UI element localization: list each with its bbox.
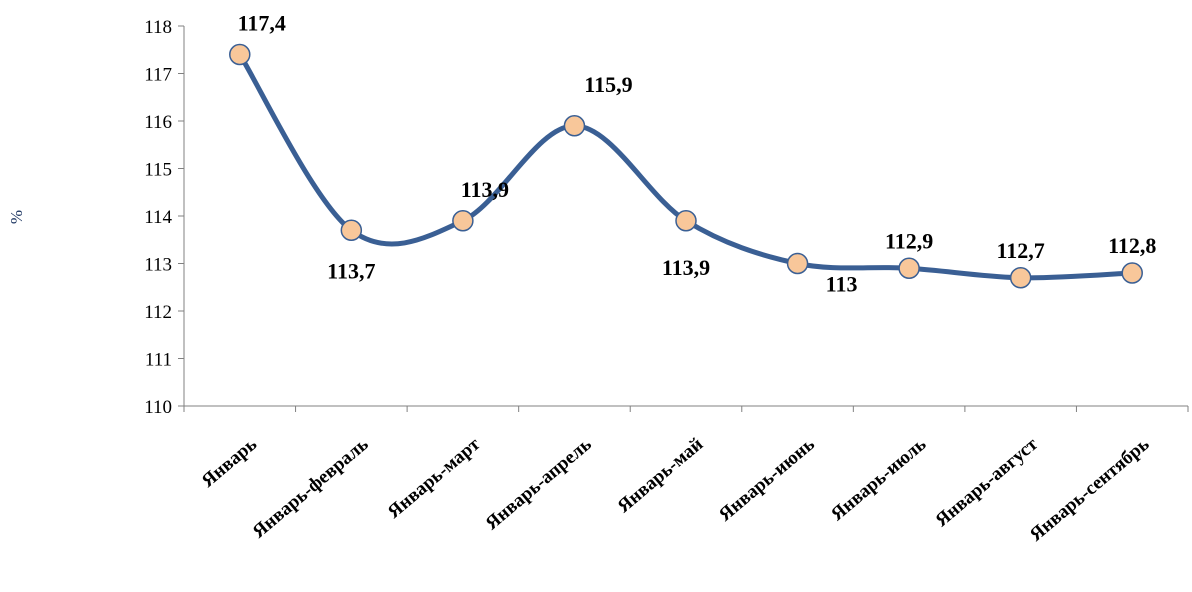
x-tick-label: Январь-март (384, 433, 485, 522)
data-point (563, 115, 586, 137)
data-labels: 117,4 113,7 113,9 115,9 113,9 113 112,9 112,7 11… (238, 11, 1157, 297)
x-tick-label: Январь-апрель (482, 434, 596, 534)
data-label: 112,9 (885, 228, 933, 253)
data-point (229, 43, 251, 66)
data-point (675, 210, 697, 232)
y-tick-label: 111 (145, 350, 172, 371)
data-point (898, 257, 920, 279)
y-tick-label: 114 (144, 207, 172, 228)
data-label: 113 (826, 272, 858, 297)
y-axis: 110 111 112 113 114 115 116 117 118 (144, 17, 185, 418)
data-label: 113,7 (327, 258, 375, 283)
x-tick-label: Январь-июль (827, 434, 930, 525)
y-tick-label: 113 (144, 255, 172, 276)
y-tick-label: 118 (144, 17, 172, 38)
y-axis-label: % (7, 210, 26, 224)
data-markers (229, 43, 1143, 289)
x-tick-label: Январь-сентябрь (1026, 434, 1154, 546)
x-tick-label: Январь-июнь (715, 434, 819, 526)
data-point (1121, 262, 1143, 284)
data-label: 117,4 (238, 11, 286, 36)
data-point (1009, 267, 1032, 289)
data-point (340, 219, 363, 241)
y-tick-label: 117 (144, 65, 172, 86)
data-label: 115,9 (584, 72, 632, 97)
x-tick-label: Январь-май (614, 434, 708, 517)
data-point (452, 210, 474, 232)
data-label: 113,9 (662, 255, 710, 280)
x-tick-label: Январь (198, 434, 261, 492)
y-tick-label: 112 (144, 302, 172, 323)
y-tick-label: 115 (144, 160, 172, 181)
data-label: 113,9 (461, 177, 509, 202)
data-point (786, 252, 809, 275)
x-tick-label: Январь-февраль (249, 434, 373, 543)
data-label: 112,7 (997, 238, 1045, 263)
y-tick-label: 116 (144, 112, 172, 133)
x-tick-label: Январь-август (932, 433, 1043, 531)
y-tick-label: 110 (144, 397, 172, 418)
data-label: 112,8 (1108, 233, 1156, 258)
